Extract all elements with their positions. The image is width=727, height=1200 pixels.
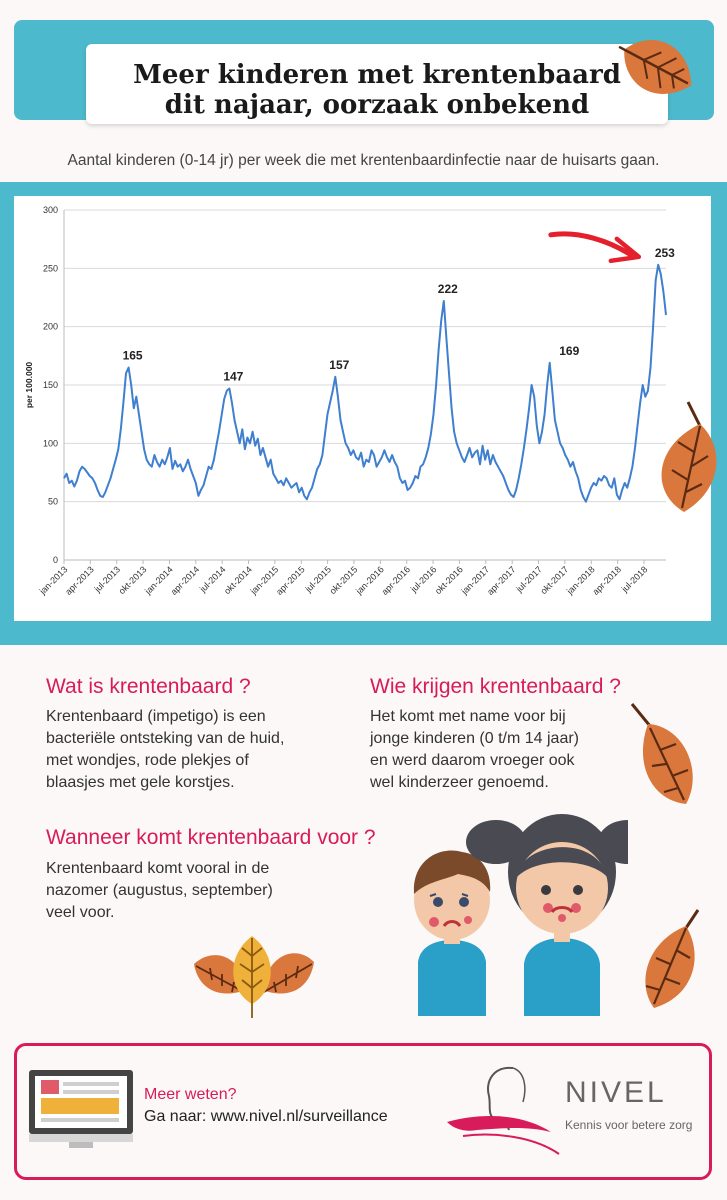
page-title: Meer kinderen met krentenbaard dit najaa…	[86, 60, 668, 120]
chart-caption: Aantal kinderen (0-14 jr) per week die m…	[67, 152, 660, 169]
text-line: Krentenbaard (impetigo) is een	[46, 708, 266, 725]
section-what-text: Krentenbaard (impetigo) is een bacteriël…	[46, 706, 356, 794]
peak-label: 169	[559, 344, 579, 358]
surveillance-link[interactable]: Ga naar: www.nivel.nl/surveillance	[144, 1108, 388, 1125]
section-who-title: Wie krijgen krentenbaard ?	[370, 675, 621, 698]
arrow-shaft	[548, 231, 634, 258]
x-tick-label: apr-2015	[274, 564, 307, 597]
series-line	[63, 263, 667, 503]
text-line: en werd daarom vroeger ook	[370, 752, 575, 769]
y-axis-label: per 100.000	[24, 362, 34, 409]
boy-figure	[413, 850, 491, 1016]
leaf-icon	[618, 40, 692, 94]
y-tick-label: 100	[43, 438, 58, 448]
x-tick-label: apr-2013	[63, 564, 96, 597]
y-tick-label: 300	[43, 205, 58, 215]
org-tagline: Kennis voor betere zorg	[565, 1118, 693, 1132]
peak-label: 222	[438, 282, 458, 296]
text-line: blaasjes met gele korstjes.	[46, 774, 235, 791]
y-tick-label: 250	[43, 263, 58, 273]
text-line: wel kinderzeer genoemd.	[370, 774, 549, 791]
peak-label: 253	[655, 246, 675, 260]
footer-box: Meer weten? Ga naar: www.nivel.nl/survei…	[14, 1043, 712, 1180]
y-tick-label: 50	[48, 497, 58, 507]
x-tick-label: okt-2016	[433, 564, 465, 596]
title-line-1: Meer kinderen met krentenbaard	[133, 60, 621, 90]
computer-monitor-icon	[29, 1070, 133, 1148]
text-line: nazomer (augustus, september)	[46, 882, 273, 899]
arrow-head	[608, 236, 642, 264]
leaf-icon	[645, 909, 700, 1008]
header-card: Meer kinderen met krentenbaard dit najaa…	[86, 44, 668, 124]
text-line: jonge kinderen (0 t/m 14 jaar)	[370, 730, 579, 747]
leaf-cluster-icon	[194, 936, 314, 1018]
x-tick-label: okt-2013	[117, 564, 149, 596]
section-when-text: Krentenbaard komt vooral in de nazomer (…	[46, 858, 346, 924]
x-tick-label: apr-2016	[380, 564, 413, 597]
x-tick-label: okt-2014	[222, 564, 254, 596]
header-banner: Meer kinderen met krentenbaard dit najaa…	[14, 20, 714, 124]
x-tick-label: apr-2014	[169, 564, 202, 597]
org-name: NIVEL	[565, 1076, 667, 1109]
x-tick-label: jul-2018	[619, 564, 649, 594]
title-line-2: dit najaar, oorzaak onbekend	[164, 90, 590, 120]
x-tick-label: okt-2017	[538, 564, 570, 596]
text-line: bacteriële ontsteking van de huid,	[46, 730, 285, 747]
x-tick-label: apr-2017	[485, 564, 518, 597]
leaf-icon	[630, 703, 693, 804]
chart-frame: 0 50 100 150 200 250 300 per 100.000 jan-2013 apr…	[0, 182, 727, 645]
footer-question: Meer weten?	[144, 1086, 237, 1103]
leaf-icon	[661, 401, 717, 512]
y-tick-label: 0	[53, 555, 58, 565]
section-when-title: Wanneer komt krentenbaard voor ?	[46, 826, 376, 849]
peak-label: 147	[223, 370, 243, 384]
section-what-title: Wat is krentenbaard ?	[46, 675, 251, 698]
y-tick-label: 150	[43, 380, 58, 390]
text-line: met wondjes, rode plekjes of	[46, 752, 249, 769]
girl-figure	[466, 814, 628, 1016]
x-tick-label: okt-2015	[328, 564, 360, 596]
text-line: Het komt met name voor bij	[370, 708, 566, 725]
section-who-text: Het komt met name voor bij jonge kindere…	[370, 706, 650, 794]
peak-label: 157	[329, 358, 349, 372]
chart-panel: 0 50 100 150 200 250 300 per 100.000 jan-2013 apr…	[14, 196, 711, 621]
y-tick-label: 200	[43, 322, 58, 332]
nivel-logo-icon	[447, 1066, 560, 1155]
peak-label: 165	[123, 349, 143, 363]
x-tick-label: apr-2018	[591, 564, 624, 597]
text-line: veel voor.	[46, 904, 115, 921]
text-line: Krentenbaard komt vooral in de	[46, 860, 270, 877]
children-illustration	[413, 814, 628, 1016]
